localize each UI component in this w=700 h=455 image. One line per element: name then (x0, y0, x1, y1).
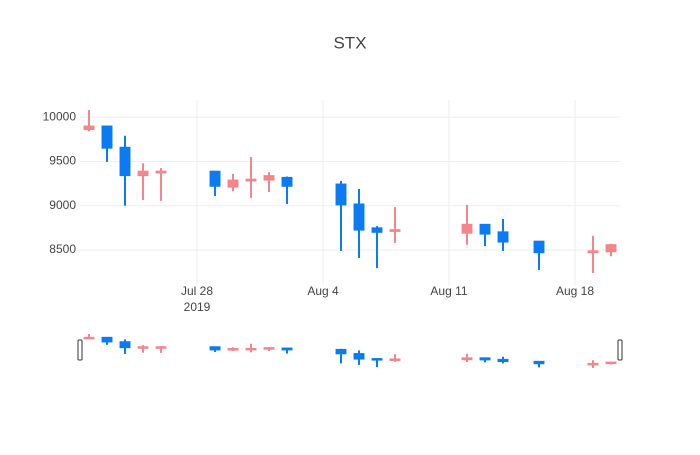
slider-candle-body (353, 353, 365, 360)
slider-candle-body (371, 358, 383, 361)
range-handle[interactable] (77, 339, 83, 361)
y-tick-label: 10000 (43, 109, 77, 123)
x-tick-label: 2019 (184, 300, 211, 314)
slider-candle-body (461, 357, 473, 361)
candle-body (461, 223, 473, 234)
candle-body (371, 227, 383, 233)
candle-body (389, 229, 401, 232)
candle-body (587, 250, 599, 254)
candle-body (209, 170, 221, 187)
candle-body (83, 125, 95, 131)
slider-candle-body (479, 357, 491, 361)
candle-body (119, 146, 131, 177)
x-tick-label: Aug 18 (556, 284, 594, 298)
candle-body (497, 231, 509, 243)
y-tick-label: 9000 (49, 198, 76, 212)
candle-body (335, 183, 347, 206)
x-tick-label: Jul 28 (181, 284, 213, 298)
candle-body (533, 240, 545, 254)
chart-title: STX (333, 33, 366, 52)
y-tick-label: 9500 (49, 154, 76, 168)
candle-body (281, 176, 293, 187)
slider-candle-body (605, 361, 617, 365)
slider-candle-body (209, 346, 221, 351)
candle-body (245, 178, 257, 182)
candle-body (227, 179, 239, 188)
candle-body (605, 244, 617, 253)
y-tick-label: 8500 (49, 242, 76, 256)
slider-candle-body (245, 347, 257, 351)
candle-body (155, 170, 167, 174)
candle-body (137, 170, 149, 177)
slider-candle-body (137, 346, 149, 349)
candle-body (101, 125, 113, 149)
slider-candle-body (101, 336, 113, 343)
slider-candle-body (119, 341, 131, 349)
slider-candle-body (533, 360, 545, 365)
slider-candle-body (335, 348, 347, 355)
x-tick-label: Aug 4 (307, 284, 339, 298)
slider-candle-body (389, 358, 401, 361)
x-tick-label: Aug 11 (430, 284, 467, 298)
slider-candle-body (155, 346, 167, 349)
slider-candle-body (263, 347, 275, 350)
range-handle[interactable] (617, 339, 623, 361)
candle-body (353, 203, 365, 231)
slider-candle-body (497, 358, 509, 363)
slider-candle-body (587, 362, 599, 366)
slider-candle-body (83, 336, 95, 340)
candle-body (479, 223, 491, 235)
candle-body (263, 175, 275, 181)
slider-candle-body (281, 347, 293, 351)
slider-candle-body (227, 348, 239, 351)
